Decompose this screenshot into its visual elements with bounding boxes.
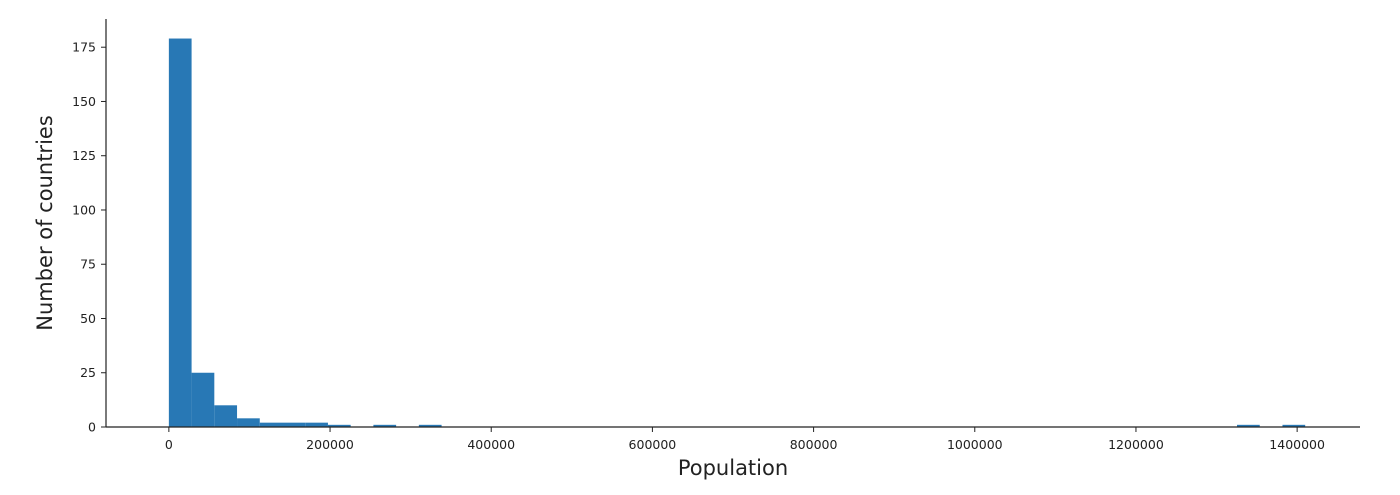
x-tick-label: 1400000 xyxy=(1269,437,1325,452)
x-tick-label: 1200000 xyxy=(1108,437,1164,452)
x-axis-title: Population xyxy=(678,456,788,480)
x-tick-label: 400000 xyxy=(467,437,515,452)
histogram-bar xyxy=(1282,424,1306,427)
histogram-bar xyxy=(1237,424,1260,427)
y-tick-label: 100 xyxy=(72,202,96,217)
histogram-bar xyxy=(327,424,351,427)
histogram-bars xyxy=(168,38,1306,427)
y-axis-title: Number of countries xyxy=(33,115,57,331)
y-tick-label: 50 xyxy=(80,311,96,326)
x-tick-label: 800000 xyxy=(790,437,838,452)
y-tick-label: 125 xyxy=(72,148,96,163)
x-tick-label: 0 xyxy=(165,437,173,452)
histogram-bar xyxy=(237,418,260,427)
y-tick-label: 75 xyxy=(80,257,96,272)
histogram-bar xyxy=(191,372,215,427)
x-tick-label: 200000 xyxy=(306,437,354,452)
y-tick-label: 25 xyxy=(80,365,96,380)
histogram-bar xyxy=(305,422,328,427)
y-tick-label: 0 xyxy=(88,420,96,435)
y-tick-label: 175 xyxy=(72,40,96,55)
histogram-bar xyxy=(259,422,283,427)
histogram-bar xyxy=(214,405,238,427)
histogram-bar xyxy=(373,424,397,427)
y-tick-label: 150 xyxy=(72,94,96,109)
histogram-bar xyxy=(282,422,306,427)
x-tick-label: 1000000 xyxy=(947,437,1003,452)
x-tick-label: 600000 xyxy=(629,437,677,452)
y-axis-ticks: 0 25 50 75 100 125 150 175 xyxy=(72,40,106,435)
histogram-bar xyxy=(418,424,442,427)
histogram-bar xyxy=(168,38,192,427)
x-axis-ticks: 0 200000 400000 600000 800000 1000000 1200000 1… xyxy=(165,427,1325,452)
